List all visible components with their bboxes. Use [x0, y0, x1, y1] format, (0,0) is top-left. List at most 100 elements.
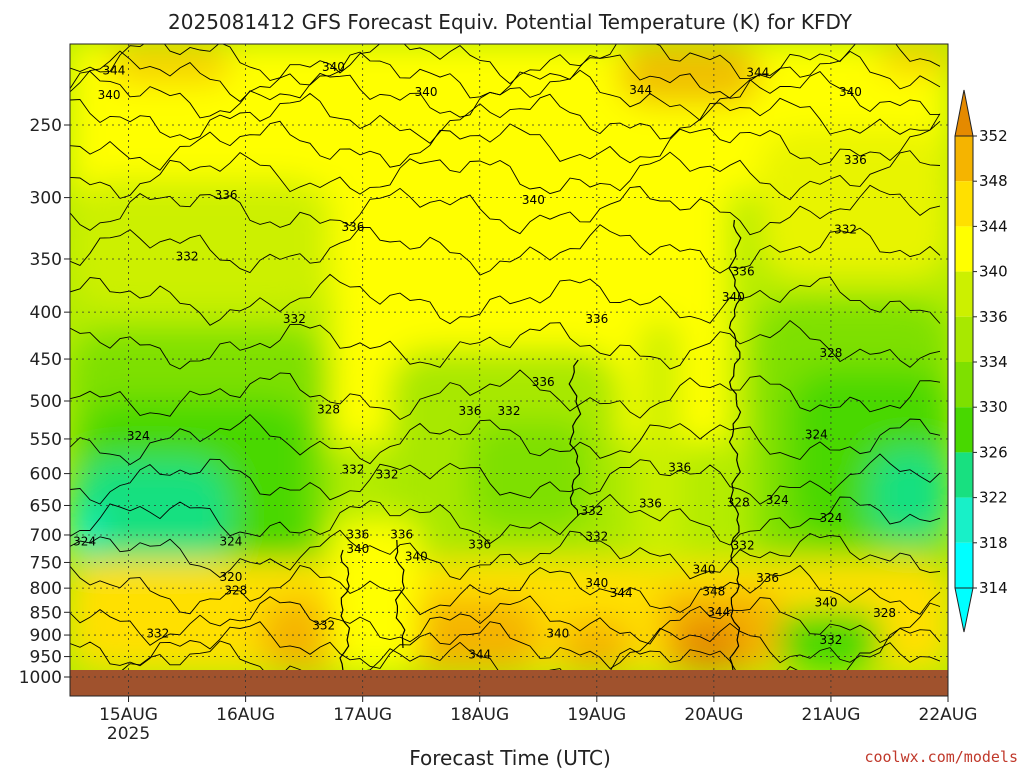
contour-label: 332 [312, 619, 335, 633]
y-tick-label: 500 [30, 392, 62, 412]
contour-label: 336 [732, 264, 755, 278]
contour-line [70, 453, 941, 505]
y-axis: 250 300 350 400 450 500 550 600 650 700 750 800 850 9… [19, 116, 70, 688]
colorbar-arrow-top [954, 89, 974, 137]
field-region [110, 44, 230, 84]
contour-label: 332 [498, 404, 521, 418]
contour-label: 332 [176, 250, 199, 264]
x-tick-label: 20AUG [684, 705, 743, 725]
contour-label: 336 [532, 375, 555, 389]
x-tick-label: 22AUG [919, 705, 978, 725]
x-tick-label: 15AUG [99, 705, 158, 725]
contour-label: 324 [766, 493, 789, 507]
contour-line [70, 369, 941, 421]
contour-label: 332 [146, 627, 169, 641]
contour-label: 324 [819, 511, 842, 525]
contour-label: 336 [346, 527, 369, 541]
contour-label: 332 [341, 463, 364, 477]
credit-text: coolwx.com/models [864, 748, 1018, 766]
colorbar-label: 326 [979, 443, 1008, 461]
contour-label: 332 [283, 312, 306, 326]
field-region [470, 420, 590, 530]
contour-label: 336 [215, 188, 238, 202]
field-region [330, 520, 420, 670]
colorbar-segment [955, 316, 973, 362]
contour-lines [70, 44, 941, 691]
contour-line [70, 493, 941, 546]
contour-label: 340 [722, 290, 745, 304]
field-region [640, 320, 680, 570]
contour-line [70, 319, 941, 370]
y-tick-label: 300 [30, 189, 62, 209]
contour-label: 348 [702, 585, 725, 599]
contour-line [70, 595, 941, 646]
colorbar-segment [955, 452, 973, 498]
contour-label: 344 [707, 605, 730, 619]
contour-label: 324 [805, 428, 828, 442]
contour-line [70, 50, 941, 103]
contour-line [339, 549, 351, 671]
field-region [870, 450, 948, 540]
y-tick-label: 550 [30, 430, 62, 450]
y-tick-label: 900 [30, 626, 62, 646]
colorbar-label: 334 [979, 353, 1008, 371]
contour-line [70, 413, 941, 466]
contour-label: 328 [317, 403, 340, 417]
colorbar-label: 344 [979, 217, 1008, 235]
contour-label: 336 [585, 312, 608, 326]
contour-label: 332 [585, 530, 608, 544]
x-axis-label: Forecast Time (UTC) [409, 746, 611, 768]
x-tick-label: 18AUG [450, 705, 509, 725]
contour-label: 328 [873, 606, 896, 620]
contour-line [70, 44, 941, 85]
field-region [70, 180, 330, 310]
colorbar-label: 314 [979, 579, 1008, 597]
contour-label: 324 [73, 535, 96, 549]
contour-line [70, 529, 941, 581]
colorbar-label: 322 [979, 489, 1008, 507]
contour-line [70, 120, 941, 171]
contour-label: 336 [468, 538, 491, 552]
y-tick-label: 800 [30, 579, 62, 599]
contour-labels: 344 340 340 340 344 344 340 336 336 340 336 332 332 3… [73, 60, 896, 662]
contour-label: 340 [415, 85, 438, 99]
contour-line [70, 621, 941, 670]
contour-label: 340 [815, 595, 838, 609]
contour-label: 344 [629, 83, 652, 97]
contour-label: 340 [585, 576, 608, 590]
contour-label: 320 [220, 570, 243, 584]
colorbar-label: 330 [979, 398, 1008, 416]
y-tick-label: 600 [30, 465, 62, 485]
colorbar-segment [955, 407, 973, 453]
contour-label: 336 [639, 497, 662, 511]
ground-terrain [70, 670, 948, 696]
field-region [70, 460, 230, 570]
contour-label: 328 [819, 346, 842, 360]
contour-label: 344 [102, 63, 125, 77]
contour-label: 340 [546, 627, 569, 641]
colorbar-label: 318 [979, 534, 1008, 552]
y-tick-label: 250 [30, 116, 62, 136]
y-tick-label: 350 [30, 250, 62, 270]
contour-line [70, 150, 941, 201]
x-tick-label: 16AUG [216, 705, 275, 725]
contour-line [70, 92, 941, 144]
contour-line [70, 69, 940, 121]
contour-label: 332 [819, 633, 842, 647]
contour-label: 324 [127, 429, 150, 443]
x-tick-label: 17AUG [333, 705, 392, 725]
x-year-label: 2025 [107, 724, 150, 744]
colorbar-segment [955, 181, 973, 227]
contour-line [70, 184, 941, 236]
contour-label: 336 [390, 527, 413, 541]
contour-line [728, 219, 742, 671]
colorbar-segment [955, 497, 973, 543]
contour-label: 340 [693, 562, 716, 576]
field-region [560, 620, 630, 670]
colorbar-label: 340 [979, 263, 1008, 281]
y-tick-label: 750 [30, 553, 62, 573]
colorbar-segment [955, 542, 973, 588]
y-tick-label: 450 [30, 350, 62, 370]
